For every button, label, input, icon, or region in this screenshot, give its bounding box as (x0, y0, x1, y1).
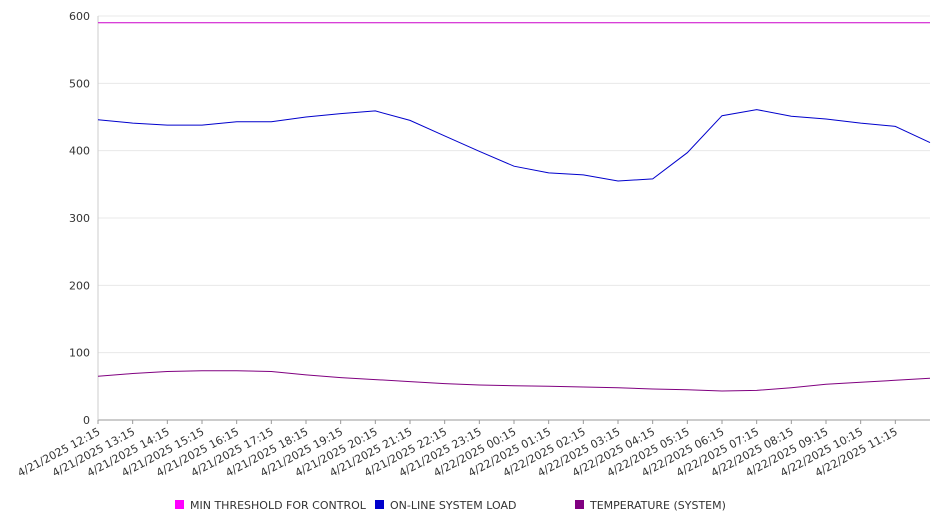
grid-lines (98, 15, 930, 421)
y-axis: 0 100 200 300 400 500 600 (69, 10, 99, 427)
y-tick-label: 100 (69, 347, 90, 360)
series-line-3 (97, 370, 931, 392)
legend-label: MIN THRESHOLD FOR CONTROL (190, 499, 367, 512)
y-tick-label: 0 (83, 414, 90, 427)
plot-area (97, 22, 931, 392)
y-tick-label: 500 (69, 77, 90, 90)
legend-swatch (375, 500, 384, 509)
x-axis: 4/21/2025 12:154/21/2025 13:154/21/2025 … (15, 420, 900, 480)
y-tick-label: 300 (69, 212, 90, 225)
legend: MIN THRESHOLD FOR CONTROL ON-LINE SYSTEM … (175, 499, 726, 512)
legend-label: ON-LINE SYSTEM LOAD (390, 499, 516, 512)
y-tick-label: 400 (69, 145, 90, 158)
legend-swatch (175, 500, 184, 509)
series-line-2 (97, 109, 931, 182)
y-tick-label: 600 (69, 10, 90, 23)
y-tick-label: 200 (69, 279, 90, 292)
legend-swatch (575, 500, 584, 509)
legend-label: TEMPERATURE (SYSTEM) (589, 499, 726, 512)
